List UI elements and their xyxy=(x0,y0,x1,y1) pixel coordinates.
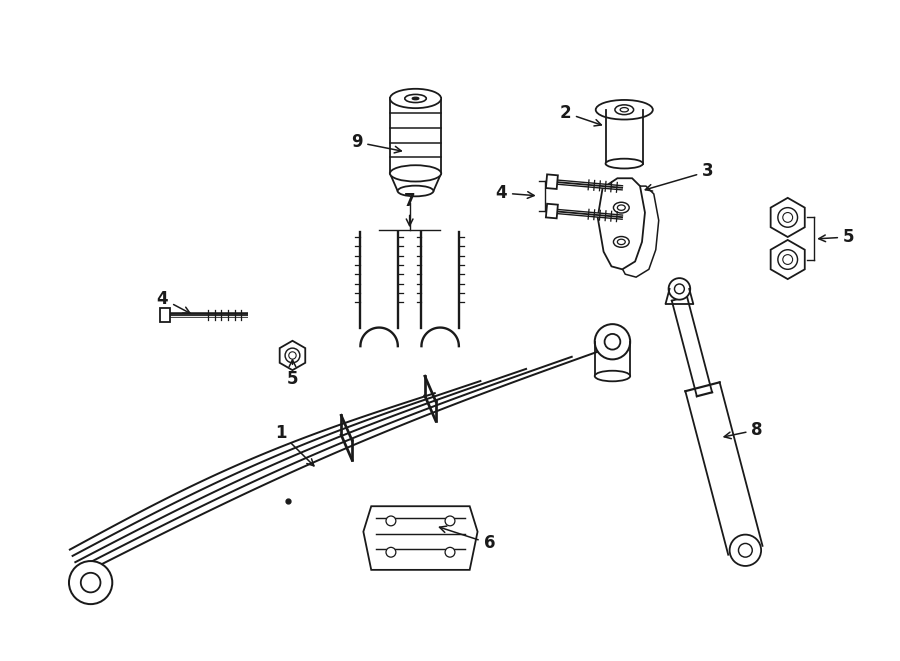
Ellipse shape xyxy=(595,371,630,381)
Ellipse shape xyxy=(390,165,441,182)
Circle shape xyxy=(783,213,793,222)
Circle shape xyxy=(285,348,300,363)
Ellipse shape xyxy=(617,239,626,245)
Circle shape xyxy=(69,561,112,604)
Ellipse shape xyxy=(614,202,629,213)
Ellipse shape xyxy=(596,100,652,120)
Polygon shape xyxy=(770,240,805,279)
Ellipse shape xyxy=(390,89,441,108)
Circle shape xyxy=(595,324,630,360)
Circle shape xyxy=(81,573,101,592)
Text: 8: 8 xyxy=(724,421,763,439)
Text: 3: 3 xyxy=(645,163,714,191)
Text: 4: 4 xyxy=(495,184,534,202)
Text: 5: 5 xyxy=(287,360,298,388)
Text: 5: 5 xyxy=(819,228,854,246)
Text: 7: 7 xyxy=(404,192,416,225)
Circle shape xyxy=(446,516,454,525)
Ellipse shape xyxy=(606,159,643,169)
Circle shape xyxy=(778,208,797,227)
Ellipse shape xyxy=(614,237,629,247)
Polygon shape xyxy=(546,175,558,189)
Circle shape xyxy=(739,543,752,557)
Ellipse shape xyxy=(620,108,628,112)
Polygon shape xyxy=(770,198,805,237)
Circle shape xyxy=(605,334,620,350)
Polygon shape xyxy=(364,506,478,570)
Ellipse shape xyxy=(398,186,434,196)
Ellipse shape xyxy=(669,278,690,299)
Text: 4: 4 xyxy=(157,290,190,313)
Ellipse shape xyxy=(615,105,634,114)
Text: 1: 1 xyxy=(274,424,314,466)
Polygon shape xyxy=(611,186,659,277)
Polygon shape xyxy=(546,204,558,218)
Circle shape xyxy=(783,254,793,264)
Text: 6: 6 xyxy=(439,526,495,553)
Circle shape xyxy=(446,547,454,557)
Polygon shape xyxy=(159,309,170,322)
Ellipse shape xyxy=(617,205,626,210)
Text: 9: 9 xyxy=(351,133,401,153)
Circle shape xyxy=(778,250,797,269)
Circle shape xyxy=(386,516,396,525)
Ellipse shape xyxy=(674,284,684,293)
Circle shape xyxy=(386,547,396,557)
Polygon shape xyxy=(280,341,305,370)
Ellipse shape xyxy=(412,97,418,100)
Text: 2: 2 xyxy=(560,104,601,126)
Polygon shape xyxy=(598,178,645,269)
Circle shape xyxy=(289,352,296,359)
Circle shape xyxy=(730,535,761,566)
Ellipse shape xyxy=(405,95,427,102)
